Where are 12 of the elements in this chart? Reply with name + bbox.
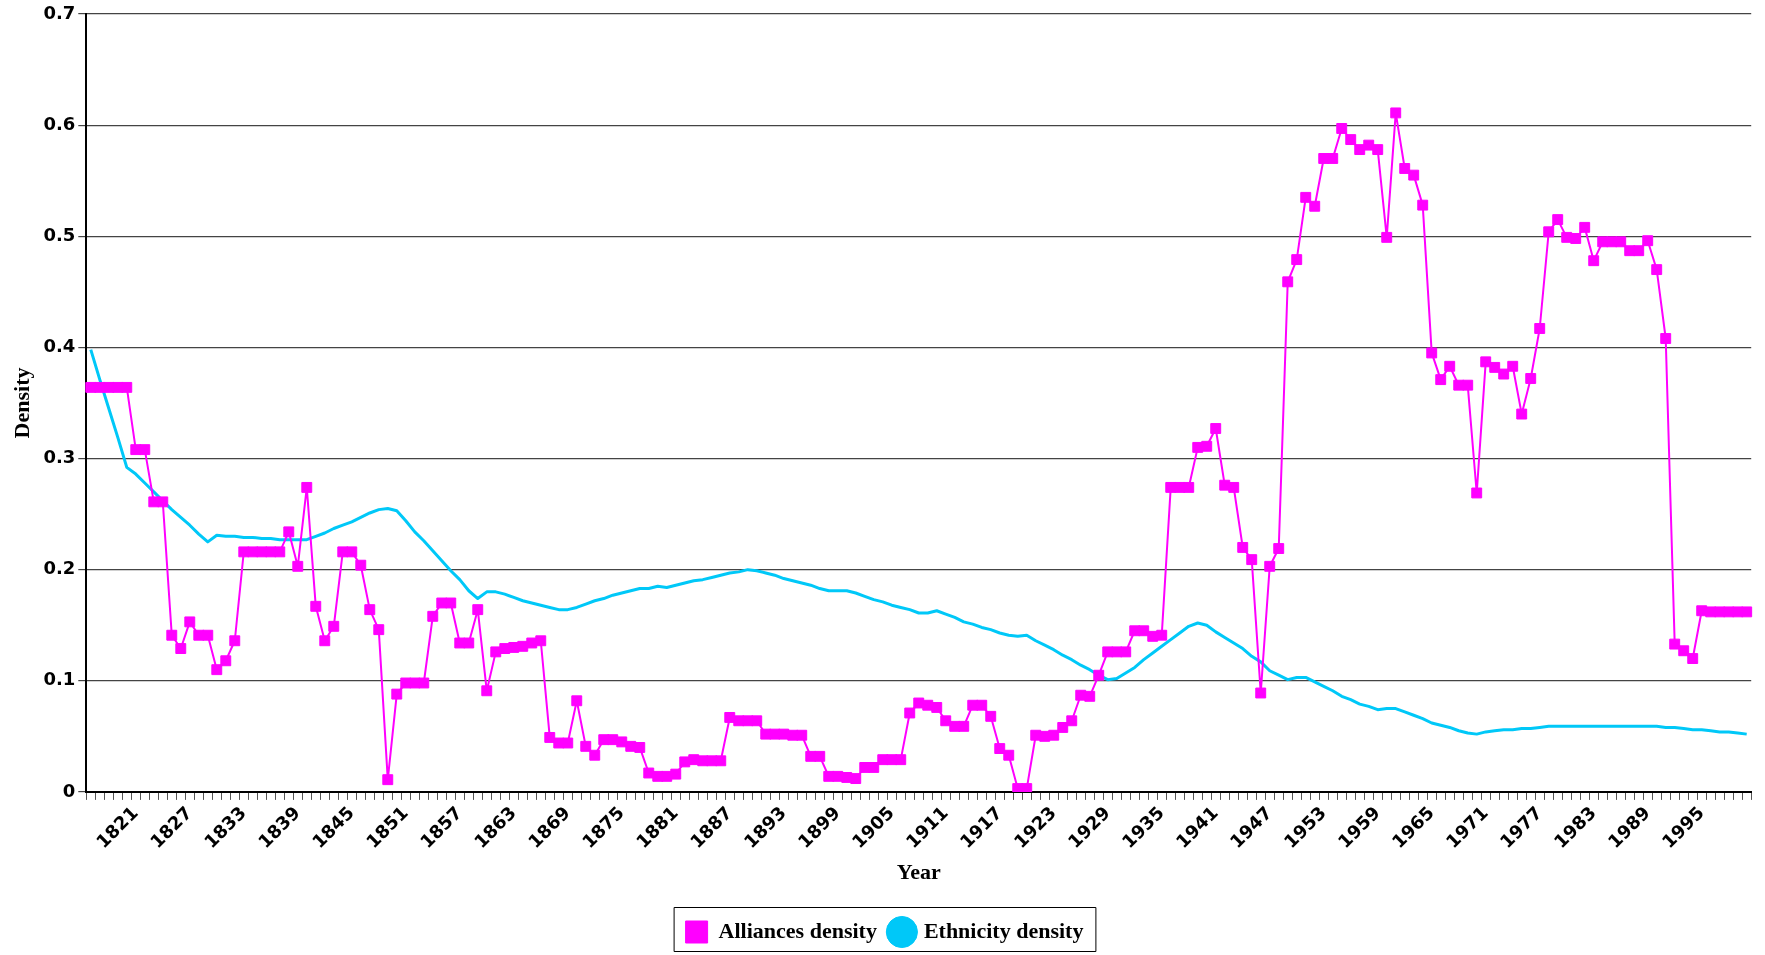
y-tick-label: 0.5 <box>43 223 76 245</box>
y-tick-label: 0.4 <box>43 335 76 357</box>
y-tick-label: 0.7 <box>43 1 76 23</box>
y-axis-title: Density <box>8 367 34 439</box>
y-tick-label: 0.6 <box>43 112 76 134</box>
y-tick-label: 0 <box>62 779 76 801</box>
y-tick-label: 0.3 <box>43 446 76 468</box>
x-axis-title: Year <box>896 859 941 885</box>
y-tick-label: 0.1 <box>43 668 76 690</box>
y-tick-label: 0.2 <box>43 557 76 579</box>
legend-label: Ethnicity density <box>923 917 1084 943</box>
legend-label: Alliances density <box>718 917 877 943</box>
